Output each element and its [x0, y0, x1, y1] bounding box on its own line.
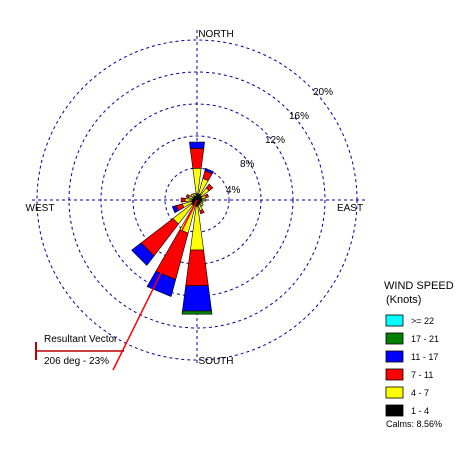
petal-270-bin-2 [180, 197, 186, 203]
legend-label-3: 7 - 11 [411, 370, 433, 380]
legend-label-1: 17 - 21 [411, 334, 439, 344]
petal-270-bin-1 [184, 198, 193, 202]
axes [32, 30, 367, 365]
petal-247.5-bin-3 [171, 205, 179, 214]
petal-135-bin-1 [198, 201, 204, 207]
petal-0-bin-3 [189, 141, 205, 149]
petal-67.5-bin-2 [204, 193, 210, 198]
legend-label-2: 11 - 17 [411, 352, 438, 362]
resultant-line [112, 199, 198, 371]
petal-157.5-bin-2 [199, 209, 205, 215]
resultant-vector: Resultant Vector 206 deg - 23% [35, 199, 198, 371]
legend: WIND SPEED (Knots) >= 22 17 - 21 11 - 17 7 … [384, 280, 454, 429]
petal-225-bin-3 [131, 242, 155, 266]
legend-label-0: >= 22 [411, 316, 434, 326]
south-label: SOUTH [199, 356, 234, 367]
petal-180-bin-4 [181, 310, 213, 315]
calms-label: Calms: 8.56% [386, 419, 442, 429]
ring-label-20: 20% [313, 87, 333, 98]
legend-swatch-2 [385, 350, 404, 363]
west-label: WEST [26, 203, 55, 214]
petal-202.5-bin-3 [146, 271, 177, 298]
petal-90-bin-1 [201, 198, 206, 202]
legend-swatch-5 [385, 404, 404, 417]
east-label: EAST [337, 203, 363, 214]
petal-337.5-bin-1 [192, 192, 197, 197]
petal-292.5-bin-2 [185, 193, 190, 199]
ring-label-4: 4% [226, 185, 241, 196]
petals [131, 141, 214, 315]
north-label: NORTH [198, 29, 233, 40]
petal-22.5-bin-3 [204, 167, 214, 175]
legend-items: >= 22 17 - 21 11 - 17 7 - 11 4 - 7 1 - 4 [385, 314, 439, 417]
petal-315-bin-1 [190, 193, 196, 199]
petal-0-bin-2 [189, 148, 205, 169]
petal-180-bin-2 [185, 249, 209, 287]
petal-112.5-bin-1 [200, 200, 204, 204]
legend-subtitle: (Knots) [386, 294, 421, 306]
petal-180-bin-3 [182, 285, 212, 312]
legend-swatch-1 [385, 332, 404, 345]
legend-swatch-3 [385, 368, 404, 381]
legend-swatch-0 [385, 314, 404, 327]
legend-title: WIND SPEED [384, 280, 454, 292]
legend-label-4: 4 - 7 [411, 388, 429, 398]
legend-label-5: 1 - 4 [411, 406, 429, 416]
resultant-value: 206 deg - 23% [44, 356, 109, 367]
legend-swatch-4 [385, 386, 404, 399]
ring-label-8: 8% [240, 159, 255, 170]
petal-45-bin-2 [205, 183, 214, 192]
ring-label-12: 12% [265, 135, 285, 146]
ring-label-16: 16% [289, 111, 309, 122]
resultant-label: Resultant Vector [44, 334, 118, 345]
